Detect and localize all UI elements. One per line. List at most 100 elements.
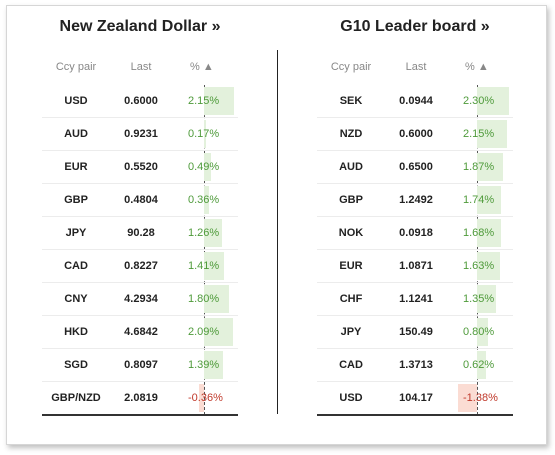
pct-change: -0.36% xyxy=(188,392,223,404)
change-bar xyxy=(204,153,211,181)
change-bar xyxy=(204,219,222,247)
currency-pair: CNY xyxy=(64,293,88,305)
currency-pair: AUD xyxy=(64,128,88,140)
table-row[interactable]: CNY 4.2934 1.80% xyxy=(42,283,238,316)
table-row[interactable]: GBP/NZD 2.0819 -0.36% xyxy=(42,382,238,416)
last-price: 1.0871 xyxy=(399,260,433,272)
currency-pair: EUR xyxy=(64,161,88,173)
table-row[interactable]: NZD 0.6000 2.15% xyxy=(317,118,513,151)
currency-pair: CAD xyxy=(64,260,88,272)
table-row[interactable]: SEK 0.0944 2.30% xyxy=(317,85,513,118)
table-row[interactable]: SGD 0.8097 1.39% xyxy=(42,349,238,382)
pct-change: 1.39% xyxy=(188,359,220,371)
last-price: 150.49 xyxy=(399,326,433,338)
currency-pair: AUD xyxy=(339,161,363,173)
change-bar xyxy=(477,318,489,346)
header-ccy-pair[interactable]: Ccy pair xyxy=(330,61,372,73)
change-bar xyxy=(204,351,224,379)
last-price: 0.6000 xyxy=(124,95,158,107)
currency-pair: GBP xyxy=(339,194,363,206)
currency-pair: GBP/NZD xyxy=(51,392,101,404)
pct-change: 1.80% xyxy=(188,293,220,305)
last-price: 0.8227 xyxy=(124,260,158,272)
change-bar xyxy=(204,252,224,280)
table-row[interactable]: CAD 0.8227 1.41% xyxy=(42,250,238,283)
change-bar xyxy=(477,219,501,247)
header-pct-sort[interactable]: % ▲ xyxy=(465,61,489,73)
pct-change: 1.35% xyxy=(463,293,495,305)
last-price: 0.9231 xyxy=(124,128,158,140)
change-bar xyxy=(477,120,508,148)
change-bar xyxy=(477,87,510,115)
pct-change: 0.17% xyxy=(188,128,220,140)
table-row[interactable]: AUD 0.9231 0.17% xyxy=(42,118,238,151)
zero-line xyxy=(477,85,478,415)
g10-panel-title-link[interactable]: G10 Leader board » xyxy=(340,18,490,35)
change-bar xyxy=(204,285,230,313)
last-price: 0.6000 xyxy=(399,128,433,140)
change-bar xyxy=(204,186,210,214)
table-row[interactable]: USD 104.17 -1.38% xyxy=(317,382,513,416)
last-price: 0.0918 xyxy=(399,227,433,239)
pct-change: 2.15% xyxy=(188,95,220,107)
change-bar xyxy=(477,153,504,181)
change-bar xyxy=(204,318,234,346)
pct-change: 1.63% xyxy=(463,260,495,272)
change-bar xyxy=(204,120,207,148)
table-row[interactable]: NOK 0.0918 1.68% xyxy=(317,217,513,250)
table-row[interactable]: EUR 0.5520 0.49% xyxy=(42,151,238,184)
zero-line xyxy=(204,85,205,415)
header-last[interactable]: Last xyxy=(405,61,427,73)
currency-pair: EUR xyxy=(339,260,363,272)
last-price: 4.2934 xyxy=(124,293,158,305)
last-price: 0.5520 xyxy=(124,161,158,173)
table-row[interactable]: JPY 90.28 1.26% xyxy=(42,217,238,250)
currency-pair: SGD xyxy=(64,359,88,371)
last-price: 2.0819 xyxy=(124,392,158,404)
widget-frame: New Zealand Dollar » Ccy pair Last % ▲ U… xyxy=(6,5,547,445)
currency-pair: CAD xyxy=(339,359,363,371)
change-bar xyxy=(457,384,477,412)
change-bar xyxy=(477,285,496,313)
currency-pair: JPY xyxy=(340,326,362,338)
currency-pair: NOK xyxy=(338,227,364,239)
table-row[interactable]: GBP 0.4804 0.36% xyxy=(42,184,238,217)
last-price: 4.6842 xyxy=(124,326,158,338)
change-bar xyxy=(477,351,486,379)
table-row[interactable]: JPY 150.49 0.80% xyxy=(317,316,513,349)
table-row[interactable]: USD 0.6000 2.15% xyxy=(42,85,238,118)
table-row[interactable]: HKD 4.6842 2.09% xyxy=(42,316,238,349)
nzd-panel-title-link[interactable]: New Zealand Dollar » xyxy=(59,18,221,35)
table-row[interactable]: AUD 0.6500 1.87% xyxy=(317,151,513,184)
pct-change: -1.38% xyxy=(463,392,498,404)
currency-pair: JPY xyxy=(65,227,87,239)
pct-change: 1.68% xyxy=(463,227,495,239)
last-price: 104.17 xyxy=(399,392,433,404)
change-bar xyxy=(198,384,204,412)
table-row[interactable]: CHF 1.1241 1.35% xyxy=(317,283,513,316)
last-price: 1.3713 xyxy=(399,359,433,371)
last-price: 0.0944 xyxy=(399,95,433,107)
currency-pair: GBP xyxy=(64,194,88,206)
last-price: 0.8097 xyxy=(124,359,158,371)
pct-change: 1.26% xyxy=(188,227,220,239)
last-price: 0.6500 xyxy=(399,161,433,173)
header-last[interactable]: Last xyxy=(130,61,152,73)
pct-change: 1.74% xyxy=(463,194,495,206)
panel-divider xyxy=(277,50,278,414)
pct-change: 1.41% xyxy=(188,260,220,272)
table-row[interactable]: EUR 1.0871 1.63% xyxy=(317,250,513,283)
table-row[interactable]: CAD 1.3713 0.62% xyxy=(317,349,513,382)
pct-change: 2.15% xyxy=(463,128,495,140)
last-price: 1.2492 xyxy=(399,194,433,206)
pct-change: 2.30% xyxy=(463,95,495,107)
table-row[interactable]: GBP 1.2492 1.74% xyxy=(317,184,513,217)
change-bar xyxy=(477,186,502,214)
pct-change: 0.80% xyxy=(463,326,495,338)
currency-pair: HKD xyxy=(64,326,88,338)
pct-change: 0.36% xyxy=(188,194,220,206)
header-ccy-pair[interactable]: Ccy pair xyxy=(55,61,97,73)
currency-pair: SEK xyxy=(339,95,363,107)
g10-table-body: SEK 0.0944 2.30% NZD 0.6000 2.15% AUD 0.6500 1.8… xyxy=(317,85,513,416)
header-pct-sort[interactable]: % ▲ xyxy=(190,61,214,73)
